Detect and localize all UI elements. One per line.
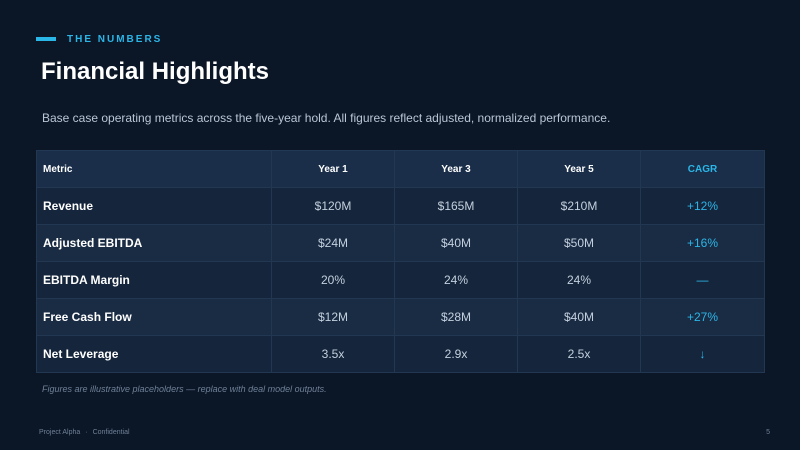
year-3-cell: $28M xyxy=(394,298,518,336)
table-row: Net Leverage 3.5x 2.9x 2.5x ↓ xyxy=(36,335,765,373)
footer: Project Alpha · Confidential xyxy=(39,429,130,436)
financial-table: Metric Year 1 Year 3 Year 5 CAGR Revenue… xyxy=(36,150,765,373)
metric-cell: Free Cash Flow xyxy=(36,298,272,336)
cagr-cell: +12% xyxy=(640,187,765,225)
year-1-cell: $120M xyxy=(271,187,395,225)
cagr-cell: +16% xyxy=(640,224,765,262)
year-1-cell: 3.5x xyxy=(271,335,395,373)
accent-bar xyxy=(36,37,56,41)
column-header-year-5: Year 5 xyxy=(517,150,641,188)
cagr-cell: ↓ xyxy=(640,335,765,373)
metric-cell: Revenue xyxy=(36,187,272,225)
year-5-cell: $40M xyxy=(517,298,641,336)
table-row: Adjusted EBITDA $24M $40M $50M +16% xyxy=(36,224,765,262)
year-5-cell: 2.5x xyxy=(517,335,641,373)
page-subtitle: Base case operating metrics across the f… xyxy=(42,111,611,125)
column-header-cagr: CAGR xyxy=(640,150,765,188)
column-header-year-3: Year 3 xyxy=(394,150,518,188)
year-5-cell: $210M xyxy=(517,187,641,225)
year-3-cell: $165M xyxy=(394,187,518,225)
footnote: Figures are illustrative placeholders — … xyxy=(42,384,327,394)
year-1-cell: $24M xyxy=(271,224,395,262)
year-3-cell: 24% xyxy=(394,261,518,299)
eyebrow-label: THE NUMBERS xyxy=(67,33,163,45)
table-header-row: Metric Year 1 Year 3 Year 5 CAGR xyxy=(36,150,765,188)
metric-cell: Adjusted EBITDA xyxy=(36,224,272,262)
year-1-cell: 20% xyxy=(271,261,395,299)
year-3-cell: 2.9x xyxy=(394,335,518,373)
eyebrow: THE NUMBERS xyxy=(36,32,162,46)
table-row: EBITDA Margin 20% 24% 24% — xyxy=(36,261,765,299)
column-header-year-1: Year 1 xyxy=(271,150,395,188)
cagr-cell: +27% xyxy=(640,298,765,336)
year-3-cell: $40M xyxy=(394,224,518,262)
page-number: 5 xyxy=(766,429,770,436)
footer-confidential: Confidential xyxy=(92,429,130,436)
table-row: Revenue $120M $165M $210M +12% xyxy=(36,187,765,225)
table-row: Free Cash Flow $12M $28M $40M +27% xyxy=(36,298,765,336)
footer-project: Project Alpha xyxy=(39,429,81,436)
column-header-metric: Metric xyxy=(36,150,272,188)
cagr-cell: — xyxy=(640,261,765,299)
year-5-cell: $50M xyxy=(517,224,641,262)
year-5-cell: 24% xyxy=(517,261,641,299)
year-1-cell: $12M xyxy=(271,298,395,336)
metric-cell: EBITDA Margin xyxy=(36,261,272,299)
page-title: Financial Highlights xyxy=(41,58,270,85)
footer-separator: · xyxy=(85,429,88,436)
metric-cell: Net Leverage xyxy=(36,335,272,373)
